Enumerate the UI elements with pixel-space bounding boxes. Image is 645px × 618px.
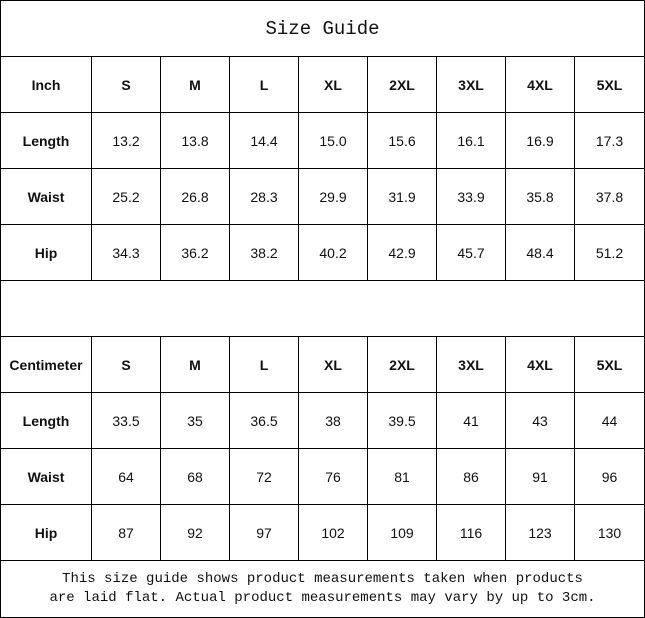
inch-header-row: Inch S M L XL 2XL 3XL 4XL 5XL [0, 56, 645, 113]
cm-unit-label: Centimeter [0, 336, 92, 393]
size-header: 5XL [574, 336, 645, 393]
measure-value: 45.7 [436, 224, 506, 281]
measure-value: 42.9 [367, 224, 437, 281]
measure-value: 34.3 [91, 224, 161, 281]
measure-value: 86 [436, 448, 506, 505]
measure-value: 29.9 [298, 168, 368, 225]
measure-value: 15.6 [367, 112, 437, 169]
measure-value: 35 [160, 392, 230, 449]
measure-value: 43 [505, 392, 575, 449]
measure-value: 39.5 [367, 392, 437, 449]
size-header: XL [298, 336, 368, 393]
measure-value: 33.9 [436, 168, 506, 225]
measure-value: 51.2 [574, 224, 645, 281]
size-header: 4XL [505, 336, 575, 393]
measure-value: 91 [505, 448, 575, 505]
table-row: Length 33.5 35 36.5 38 39.5 41 43 44 [0, 392, 645, 449]
measure-value: 123 [505, 504, 575, 561]
table-row: Hip 87 92 97 102 109 116 123 130 [0, 504, 645, 561]
size-header: XL [298, 56, 368, 113]
measure-value: 36.2 [160, 224, 230, 281]
measure-value: 97 [229, 504, 299, 561]
measure-value: 35.8 [505, 168, 575, 225]
size-header: 2XL [367, 336, 437, 393]
measure-value: 36.5 [229, 392, 299, 449]
inch-unit-label: Inch [0, 56, 92, 113]
measure-value: 130 [574, 504, 645, 561]
size-header: 3XL [436, 56, 506, 113]
measure-value: 25.2 [91, 168, 161, 225]
measure-value: 28.3 [229, 168, 299, 225]
cm-header-row: Centimeter S M L XL 2XL 3XL 4XL 5XL [0, 336, 645, 393]
measure-value: 37.8 [574, 168, 645, 225]
measure-value: 17.3 [574, 112, 645, 169]
measure-label: Hip [0, 504, 92, 561]
measure-value: 14.4 [229, 112, 299, 169]
size-header: 3XL [436, 336, 506, 393]
measure-value: 87 [91, 504, 161, 561]
size-header: S [91, 336, 161, 393]
measure-value: 31.9 [367, 168, 437, 225]
measure-value: 102 [298, 504, 368, 561]
measure-value: 64 [91, 448, 161, 505]
measure-value: 68 [160, 448, 230, 505]
measure-value: 40.2 [298, 224, 368, 281]
measure-value: 81 [367, 448, 437, 505]
note-line-1: This size guide shows product measuremen… [62, 571, 583, 587]
measure-value: 92 [160, 504, 230, 561]
size-header: 2XL [367, 56, 437, 113]
size-header: L [229, 336, 299, 393]
size-header: M [160, 56, 230, 113]
measure-value: 44 [574, 392, 645, 449]
size-header: S [91, 56, 161, 113]
measure-value: 76 [298, 448, 368, 505]
measure-value: 13.2 [91, 112, 161, 169]
size-header: 5XL [574, 56, 645, 113]
table-row: Waist 64 68 72 76 81 86 91 96 [0, 448, 645, 505]
measure-label: Hip [0, 224, 92, 281]
measure-value: 16.1 [436, 112, 506, 169]
page-title: Size Guide [0, 0, 645, 57]
measure-value: 48.4 [505, 224, 575, 281]
measure-value: 38.2 [229, 224, 299, 281]
table-row: Length 13.2 13.8 14.4 15.0 15.6 16.1 16.9 17.3 [0, 112, 645, 169]
note-line-2: are laid flat. Actual product measuremen… [49, 590, 596, 606]
measure-label: Length [0, 392, 92, 449]
spacer-cell [0, 280, 645, 337]
measure-value: 96 [574, 448, 645, 505]
measurement-note: This size guide shows product measuremen… [0, 560, 645, 618]
measure-value: 116 [436, 504, 506, 561]
measure-label: Waist [0, 168, 92, 225]
measure-value: 16.9 [505, 112, 575, 169]
measure-value: 38 [298, 392, 368, 449]
title-row: Size Guide [0, 0, 645, 57]
measure-value: 41 [436, 392, 506, 449]
measure-value: 72 [229, 448, 299, 505]
measure-value: 26.8 [160, 168, 230, 225]
size-header: L [229, 56, 299, 113]
spacer-row [0, 280, 645, 337]
measure-label: Waist [0, 448, 92, 505]
measure-label: Length [0, 112, 92, 169]
table-row: Hip 34.3 36.2 38.2 40.2 42.9 45.7 48.4 51.2 [0, 224, 645, 281]
measure-value: 13.8 [160, 112, 230, 169]
measure-value: 33.5 [91, 392, 161, 449]
measure-value: 109 [367, 504, 437, 561]
measure-value: 15.0 [298, 112, 368, 169]
table-row: Waist 25.2 26.8 28.3 29.9 31.9 33.9 35.8 37.8 [0, 168, 645, 225]
size-header: 4XL [505, 56, 575, 113]
size-header: M [160, 336, 230, 393]
note-row: This size guide shows product measuremen… [0, 560, 645, 618]
